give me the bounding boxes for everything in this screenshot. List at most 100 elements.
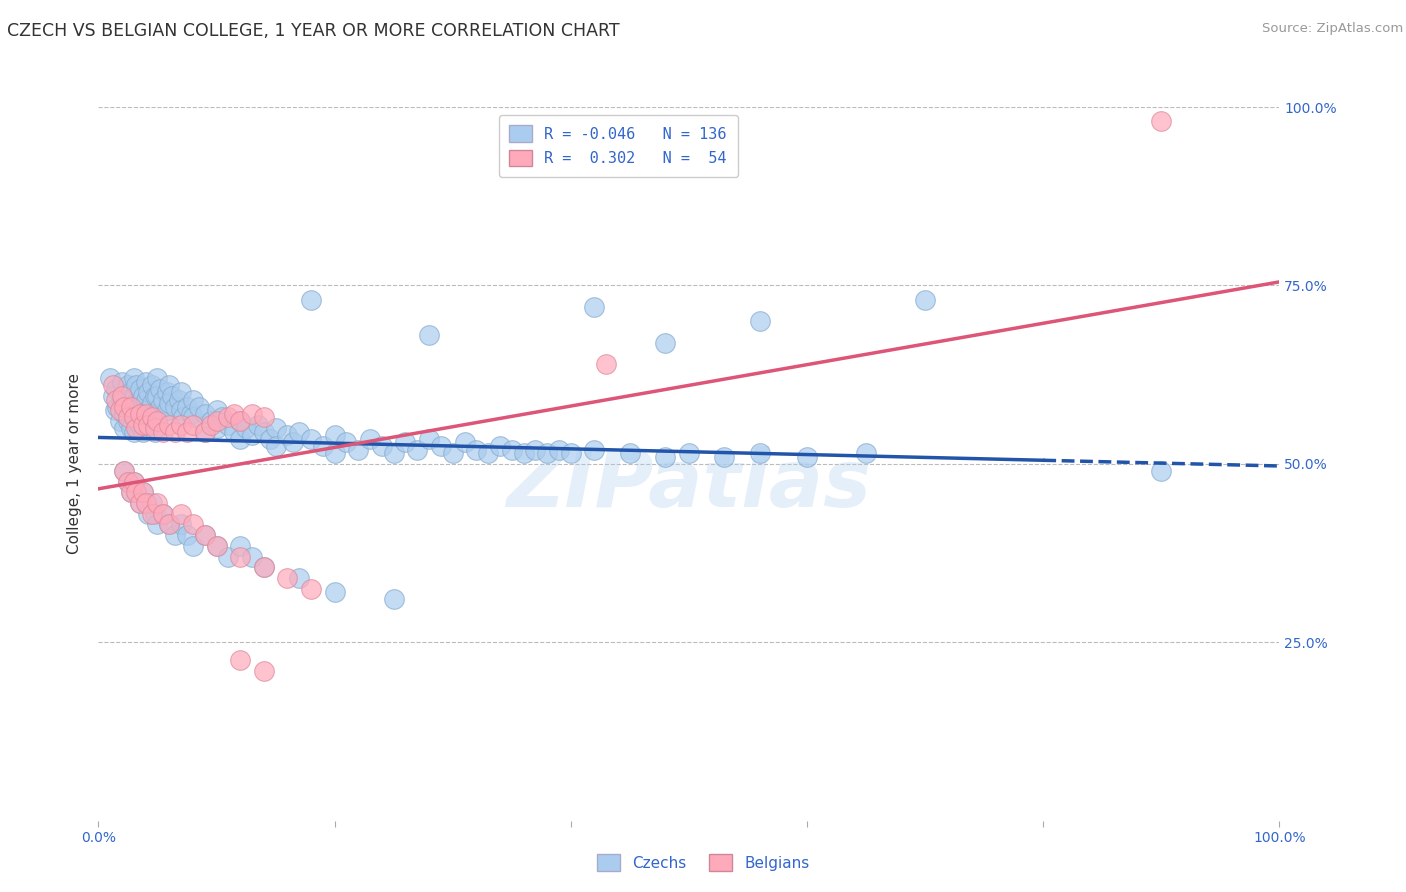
Point <box>117 475 139 489</box>
Point <box>253 664 276 678</box>
Point <box>128 407 150 421</box>
Point <box>132 485 155 500</box>
Point <box>288 425 311 439</box>
Point <box>111 392 134 407</box>
Point <box>132 425 155 439</box>
Point <box>283 435 305 450</box>
Point <box>619 446 641 460</box>
Point <box>312 439 335 453</box>
Point <box>583 300 606 314</box>
Point <box>105 382 128 396</box>
Point <box>141 410 163 425</box>
Point <box>748 314 770 328</box>
Point <box>125 396 148 410</box>
Point <box>157 417 180 432</box>
Point <box>224 407 246 421</box>
Point <box>135 392 157 407</box>
Point <box>323 585 346 599</box>
Point <box>382 446 405 460</box>
Point <box>253 560 276 574</box>
Point <box>205 414 228 428</box>
Point <box>157 517 180 532</box>
Point <box>583 442 606 457</box>
Point <box>170 403 193 417</box>
Point <box>132 417 155 432</box>
Point <box>98 371 121 385</box>
Legend: Czechs, Belgians: Czechs, Belgians <box>588 845 818 880</box>
Point <box>101 378 124 392</box>
Point <box>141 378 163 392</box>
Point <box>394 435 416 450</box>
Point <box>122 407 145 421</box>
Point <box>136 403 159 417</box>
Point <box>240 407 263 421</box>
Legend: R = -0.046   N = 136, R =  0.302   N =  54: R = -0.046 N = 136, R = 0.302 N = 54 <box>499 115 738 177</box>
Point <box>157 517 180 532</box>
Point <box>176 425 198 439</box>
Point <box>299 582 322 596</box>
Point <box>194 407 217 421</box>
Point <box>122 475 145 489</box>
Point <box>323 446 346 460</box>
Point <box>181 517 204 532</box>
Point <box>194 528 217 542</box>
Point <box>453 435 475 450</box>
Point <box>132 485 155 500</box>
Point <box>105 392 128 407</box>
Point <box>229 653 252 667</box>
Point <box>205 403 228 417</box>
Point <box>141 396 163 410</box>
Point <box>299 293 322 307</box>
Point <box>276 571 298 585</box>
Point <box>748 446 770 460</box>
Point <box>224 425 246 439</box>
Point <box>430 439 453 453</box>
Point <box>128 496 150 510</box>
Point <box>548 442 571 457</box>
Point <box>165 528 187 542</box>
Point <box>181 417 204 432</box>
Point <box>259 432 281 446</box>
Point <box>152 392 174 407</box>
Point <box>121 485 143 500</box>
Point <box>205 421 228 435</box>
Point <box>796 450 818 464</box>
Point <box>135 410 157 425</box>
Point <box>125 414 148 428</box>
Point <box>136 385 159 400</box>
Point <box>143 407 166 421</box>
Point <box>194 528 217 542</box>
Point <box>524 442 547 457</box>
Point <box>382 592 405 607</box>
Point <box>112 407 135 421</box>
Point <box>176 400 198 414</box>
Point <box>160 389 183 403</box>
Point <box>152 507 174 521</box>
Point <box>914 293 936 307</box>
Point <box>170 517 193 532</box>
Point <box>371 439 394 453</box>
Point <box>125 485 148 500</box>
Point <box>172 410 194 425</box>
Point <box>217 417 239 432</box>
Point <box>855 446 877 460</box>
Point <box>678 446 700 460</box>
Point <box>101 389 124 403</box>
Point <box>143 425 166 439</box>
Point <box>165 425 187 439</box>
Point <box>117 378 139 392</box>
Point <box>560 446 582 460</box>
Point <box>122 389 145 403</box>
Point <box>112 464 135 478</box>
Point <box>121 385 143 400</box>
Point <box>229 549 252 564</box>
Point <box>105 400 128 414</box>
Point <box>125 378 148 392</box>
Point <box>465 442 488 457</box>
Point <box>128 496 150 510</box>
Point <box>501 442 523 457</box>
Point <box>146 407 169 421</box>
Point <box>441 446 464 460</box>
Point <box>512 446 534 460</box>
Point <box>200 417 222 432</box>
